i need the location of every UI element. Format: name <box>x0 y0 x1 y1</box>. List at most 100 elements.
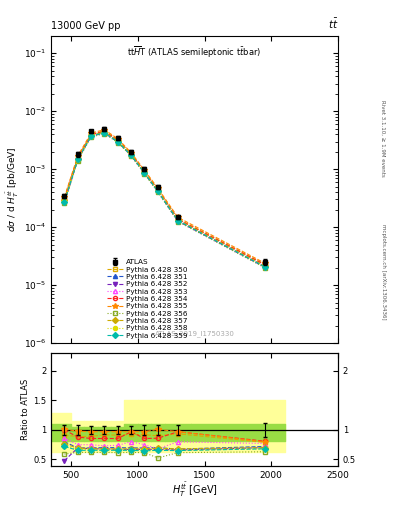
Pythia 6.428 359 <box>116 139 120 145</box>
Pythia 6.428 350 <box>156 186 160 193</box>
Pythia 6.428 359 <box>62 199 67 205</box>
Text: $t\bar{t}$: $t\bar{t}$ <box>327 17 338 31</box>
Pythia 6.428 357 <box>129 152 134 158</box>
Pythia 6.428 354 <box>75 155 80 161</box>
Pythia 6.428 353 <box>142 169 147 175</box>
Pythia 6.428 358 <box>116 138 120 144</box>
Pythia 6.428 356 <box>62 200 67 206</box>
Pythia 6.428 352 <box>129 153 134 159</box>
Pythia 6.428 353 <box>262 262 267 268</box>
Pythia 6.428 358 <box>262 263 267 269</box>
Pythia 6.428 357 <box>142 169 147 176</box>
Line: Pythia 6.428 359: Pythia 6.428 359 <box>62 131 267 269</box>
Pythia 6.428 359 <box>89 133 94 139</box>
Pythia 6.428 350 <box>129 151 134 157</box>
Pythia 6.428 358 <box>89 133 94 139</box>
Pythia 6.428 356 <box>75 158 80 164</box>
Pythia 6.428 351 <box>75 156 80 162</box>
Pythia 6.428 357 <box>75 156 80 162</box>
Pythia 6.428 352 <box>116 139 120 145</box>
Pythia 6.428 352 <box>75 157 80 163</box>
Pythia 6.428 350 <box>176 216 180 222</box>
Line: Pythia 6.428 357: Pythia 6.428 357 <box>62 130 267 268</box>
Pythia 6.428 355 <box>116 136 120 142</box>
Pythia 6.428 357 <box>262 263 267 269</box>
Pythia 6.428 357 <box>89 132 94 138</box>
Pythia 6.428 357 <box>102 129 107 135</box>
Pythia 6.428 353 <box>102 129 107 135</box>
Line: Pythia 6.428 356: Pythia 6.428 356 <box>62 132 267 270</box>
Text: 13000 GeV pp: 13000 GeV pp <box>51 21 121 31</box>
Line: Pythia 6.428 350: Pythia 6.428 350 <box>62 129 267 266</box>
Pythia 6.428 352 <box>142 170 147 176</box>
Pythia 6.428 359 <box>129 152 134 158</box>
Pythia 6.428 359 <box>156 188 160 195</box>
Pythia 6.428 350 <box>262 261 267 267</box>
Text: ATLAS_2019_I1750330: ATLAS_2019_I1750330 <box>154 330 235 337</box>
Text: Rivet 3.1.10, ≥ 1.9M events: Rivet 3.1.10, ≥ 1.9M events <box>381 100 386 177</box>
Pythia 6.428 354 <box>102 129 107 135</box>
Line: Pythia 6.428 354: Pythia 6.428 354 <box>62 129 267 267</box>
Pythia 6.428 351 <box>142 169 147 176</box>
Pythia 6.428 359 <box>262 264 267 270</box>
Pythia 6.428 353 <box>176 217 180 223</box>
Text: tt$\overline{H}$T (ATLAS semileptonic t$\bar{t}$bar): tt$\overline{H}$T (ATLAS semileptonic t$… <box>127 45 262 60</box>
Pythia 6.428 358 <box>176 217 180 223</box>
Pythia 6.428 359 <box>176 218 180 224</box>
Pythia 6.428 356 <box>176 219 180 225</box>
Pythia 6.428 355 <box>142 167 147 173</box>
Pythia 6.428 355 <box>102 126 107 133</box>
Pythia 6.428 351 <box>176 218 180 224</box>
Pythia 6.428 355 <box>129 150 134 156</box>
Pythia 6.428 353 <box>89 132 94 138</box>
Pythia 6.428 351 <box>62 198 67 204</box>
Pythia 6.428 353 <box>62 197 67 203</box>
Pythia 6.428 357 <box>62 197 67 203</box>
Pythia 6.428 355 <box>89 130 94 136</box>
Pythia 6.428 355 <box>262 260 267 266</box>
Pythia 6.428 354 <box>62 196 67 202</box>
Legend: ATLAS, Pythia 6.428 350, Pythia 6.428 351, Pythia 6.428 352, Pythia 6.428 353, P: ATLAS, Pythia 6.428 350, Pythia 6.428 35… <box>104 256 190 342</box>
Pythia 6.428 358 <box>102 130 107 136</box>
Pythia 6.428 353 <box>129 152 134 158</box>
Pythia 6.428 353 <box>116 138 120 144</box>
Pythia 6.428 354 <box>89 132 94 138</box>
Pythia 6.428 357 <box>176 217 180 223</box>
Pythia 6.428 351 <box>116 138 120 144</box>
Line: Pythia 6.428 351: Pythia 6.428 351 <box>62 131 267 268</box>
Y-axis label: Ratio to ATLAS: Ratio to ATLAS <box>21 379 30 440</box>
Pythia 6.428 352 <box>176 218 180 224</box>
Pythia 6.428 352 <box>156 188 160 195</box>
Pythia 6.428 358 <box>62 198 67 204</box>
Pythia 6.428 352 <box>262 264 267 270</box>
Pythia 6.428 354 <box>142 169 147 175</box>
Pythia 6.428 355 <box>75 153 80 159</box>
Pythia 6.428 357 <box>116 138 120 144</box>
Pythia 6.428 350 <box>89 131 94 137</box>
Pythia 6.428 358 <box>142 169 147 176</box>
Pythia 6.428 356 <box>156 189 160 195</box>
Line: Pythia 6.428 358: Pythia 6.428 358 <box>62 131 267 268</box>
Line: Pythia 6.428 352: Pythia 6.428 352 <box>62 131 267 269</box>
Pythia 6.428 355 <box>176 214 180 220</box>
Pythia 6.428 352 <box>89 133 94 139</box>
Pythia 6.428 353 <box>156 187 160 194</box>
Pythia 6.428 358 <box>156 188 160 194</box>
Pythia 6.428 350 <box>75 154 80 160</box>
Pythia 6.428 356 <box>129 153 134 159</box>
Pythia 6.428 359 <box>142 170 147 176</box>
Pythia 6.428 350 <box>102 127 107 134</box>
Pythia 6.428 350 <box>62 195 67 201</box>
Pythia 6.428 352 <box>102 130 107 136</box>
Pythia 6.428 351 <box>89 133 94 139</box>
Pythia 6.428 356 <box>102 131 107 137</box>
Y-axis label: $d\sigma$ / d $H_T^{t\bar{t}}$ [pb/GeV]: $d\sigma$ / d $H_T^{t\bar{t}}$ [pb/GeV] <box>5 146 21 232</box>
Pythia 6.428 356 <box>262 265 267 271</box>
Pythia 6.428 354 <box>262 262 267 268</box>
Pythia 6.428 351 <box>129 152 134 158</box>
Pythia 6.428 359 <box>75 156 80 162</box>
Pythia 6.428 359 <box>102 130 107 136</box>
Pythia 6.428 356 <box>89 134 94 140</box>
Pythia 6.428 357 <box>156 188 160 194</box>
Pythia 6.428 358 <box>129 152 134 158</box>
